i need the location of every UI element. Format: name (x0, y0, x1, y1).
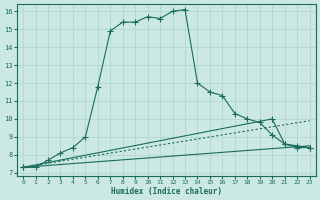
X-axis label: Humidex (Indice chaleur): Humidex (Indice chaleur) (111, 187, 222, 196)
